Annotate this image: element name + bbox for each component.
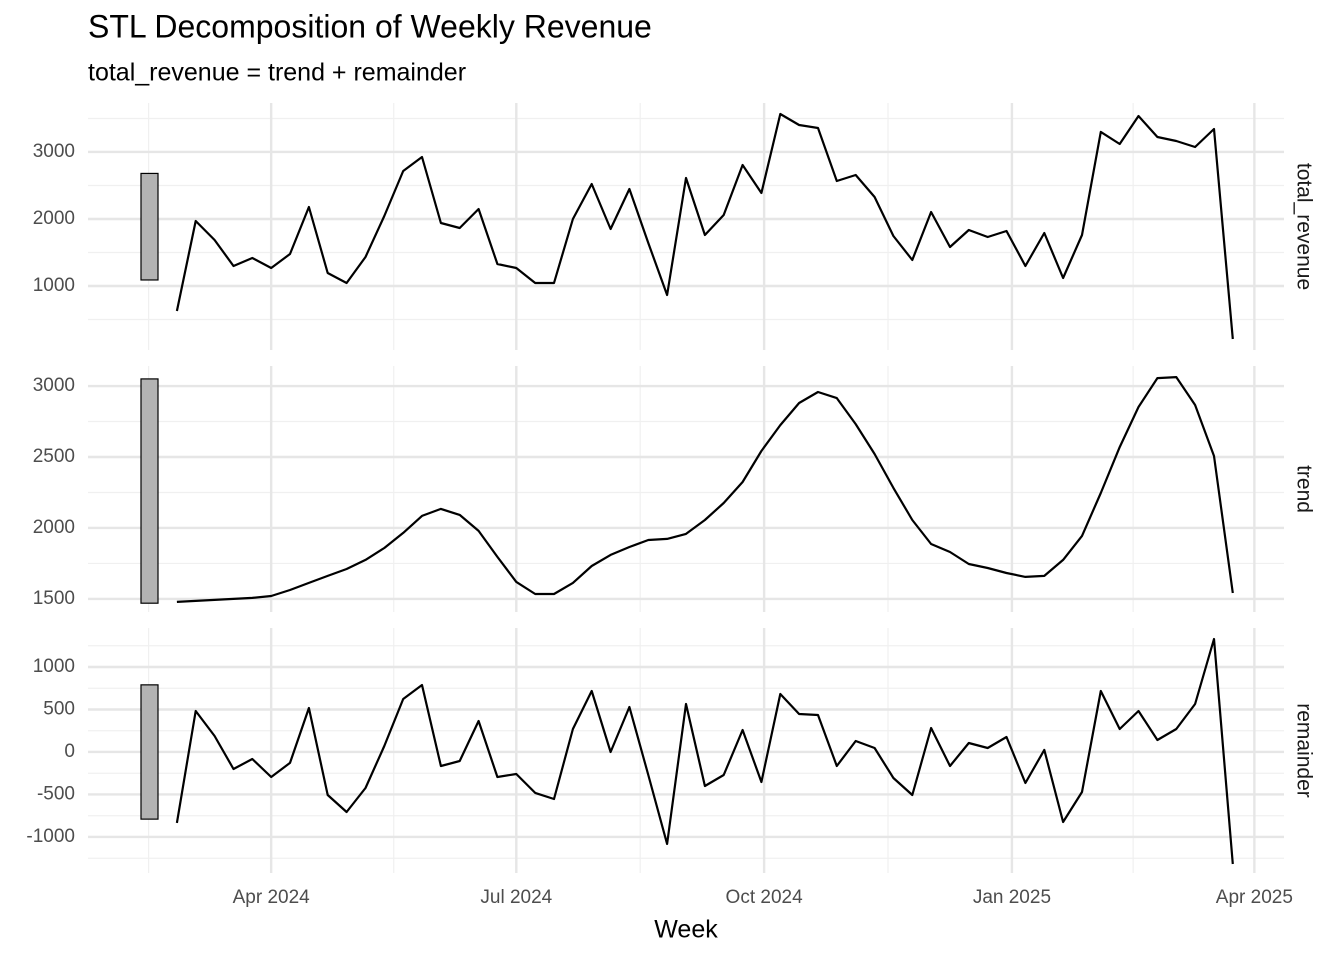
y-tick-label: -500 bbox=[37, 783, 75, 804]
x-tick-label: Apr 2024 bbox=[233, 887, 311, 908]
y-tick-label: 1000 bbox=[33, 275, 75, 296]
y-tick-label: 1000 bbox=[33, 656, 75, 677]
y-tick-label: 1500 bbox=[33, 588, 75, 609]
x-tick-label: Jan 2025 bbox=[973, 887, 1051, 908]
chart-subtitle: total_revenue = trend + remainder bbox=[88, 59, 466, 87]
range-bar bbox=[140, 172, 159, 281]
y-tick-label: 3000 bbox=[33, 375, 75, 396]
facet-strip-label: remainder bbox=[1292, 703, 1315, 798]
x-tick-label: Oct 2024 bbox=[726, 887, 804, 908]
range-bar bbox=[140, 684, 159, 820]
series-line bbox=[175, 112, 1234, 340]
y-tick-label: 2000 bbox=[33, 208, 75, 229]
y-tick-label: 3000 bbox=[33, 141, 75, 162]
series-line bbox=[175, 637, 1234, 865]
facet-strip-label: trend bbox=[1292, 465, 1315, 513]
x-tick-label: Apr 2025 bbox=[1216, 887, 1293, 908]
chart-title: STL Decomposition of Weekly Revenue bbox=[88, 8, 652, 44]
y-tick-label: 2000 bbox=[33, 517, 75, 538]
series-line bbox=[176, 376, 1234, 603]
x-axis-label: Week bbox=[654, 916, 718, 944]
x-tick-label: Jul 2024 bbox=[480, 887, 552, 908]
y-tick-label: 500 bbox=[43, 699, 75, 720]
y-tick-label: 2500 bbox=[33, 446, 75, 467]
y-tick-label: -1000 bbox=[26, 826, 75, 847]
range-bar bbox=[140, 378, 159, 604]
y-tick-label: 0 bbox=[64, 741, 75, 762]
facet-strip-label: total_revenue bbox=[1292, 163, 1315, 290]
